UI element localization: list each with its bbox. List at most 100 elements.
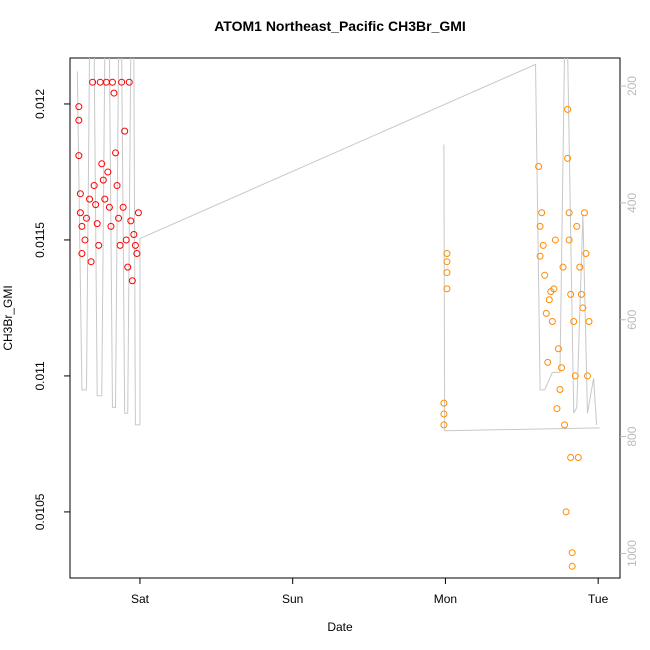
point xyxy=(76,190,84,198)
point xyxy=(92,201,100,209)
point xyxy=(93,220,101,228)
point xyxy=(443,269,451,277)
point xyxy=(568,562,576,570)
y-axis-label: CH3Br_GMI xyxy=(1,285,15,350)
point xyxy=(571,372,579,380)
point xyxy=(124,263,132,271)
y2-tick-label: 200 xyxy=(625,76,639,96)
point xyxy=(568,549,576,557)
x-axis-label: Date xyxy=(327,620,353,634)
point xyxy=(130,231,138,239)
point xyxy=(553,405,561,413)
x-tick-label: Tue xyxy=(588,592,609,606)
y2-tick-label: 600 xyxy=(625,309,639,329)
point xyxy=(118,78,126,86)
point xyxy=(98,160,106,168)
point xyxy=(539,241,547,249)
y2-tick-label: 800 xyxy=(625,426,639,446)
chart-title: ATOM1 Northeast_Pacific CH3Br_GMI xyxy=(214,18,466,34)
point xyxy=(573,222,581,230)
point xyxy=(551,236,559,244)
point xyxy=(112,149,120,157)
point xyxy=(550,285,558,293)
point xyxy=(127,217,135,225)
point xyxy=(75,152,83,160)
point xyxy=(567,454,575,462)
y-tick-label: 0.0115 xyxy=(33,222,47,258)
point xyxy=(548,318,556,326)
point xyxy=(536,252,544,260)
point xyxy=(583,372,591,380)
point xyxy=(104,168,112,176)
point xyxy=(562,508,570,516)
y2-tick-label: 400 xyxy=(625,193,639,213)
point xyxy=(101,195,109,203)
point xyxy=(577,290,585,298)
point xyxy=(440,399,448,407)
point xyxy=(78,222,86,230)
y-tick-label: 0.012 xyxy=(33,89,47,119)
point xyxy=(75,103,83,111)
point xyxy=(78,250,86,258)
point xyxy=(538,209,546,217)
point xyxy=(125,78,133,86)
point xyxy=(133,250,141,258)
plot-frame xyxy=(69,57,621,579)
point xyxy=(443,285,451,293)
point xyxy=(576,263,584,271)
point xyxy=(105,203,113,211)
point xyxy=(545,296,553,304)
point xyxy=(87,258,95,266)
x-tick-label: Sun xyxy=(282,592,303,606)
y-tick-label: 0.0105 xyxy=(33,493,47,530)
point xyxy=(580,209,588,217)
point xyxy=(535,163,543,171)
point xyxy=(542,309,550,317)
point xyxy=(567,290,575,298)
x-tick-label: Sat xyxy=(131,592,150,606)
point xyxy=(116,241,124,249)
point xyxy=(86,195,94,203)
point xyxy=(110,89,118,97)
point xyxy=(585,318,593,326)
point xyxy=(536,222,544,230)
point xyxy=(443,250,451,258)
point xyxy=(131,241,139,249)
point xyxy=(75,116,83,124)
point xyxy=(122,236,130,244)
point xyxy=(90,182,98,190)
point xyxy=(81,236,89,244)
point xyxy=(574,454,582,462)
point xyxy=(565,236,573,244)
point xyxy=(134,209,142,217)
y2-tick-label: 1000 xyxy=(625,540,639,567)
x-tick-label: Mon xyxy=(434,592,457,606)
point xyxy=(115,214,123,222)
point xyxy=(544,358,552,366)
point xyxy=(121,127,129,135)
point xyxy=(564,105,572,113)
point xyxy=(582,250,590,258)
point xyxy=(440,421,448,429)
point xyxy=(107,222,115,230)
point xyxy=(82,214,90,222)
point xyxy=(443,258,451,266)
point xyxy=(561,421,569,429)
point xyxy=(570,318,578,326)
point xyxy=(554,345,562,353)
point xyxy=(95,241,103,249)
pressure-line xyxy=(76,58,600,432)
point xyxy=(559,263,567,271)
point xyxy=(440,410,448,418)
point xyxy=(108,78,116,86)
point xyxy=(564,154,572,162)
plot-area xyxy=(75,58,600,570)
point xyxy=(76,209,84,217)
point xyxy=(96,78,104,86)
point xyxy=(558,364,566,372)
point xyxy=(565,209,573,217)
point xyxy=(99,176,107,184)
point xyxy=(119,203,127,211)
point xyxy=(541,271,549,279)
point xyxy=(113,182,121,190)
